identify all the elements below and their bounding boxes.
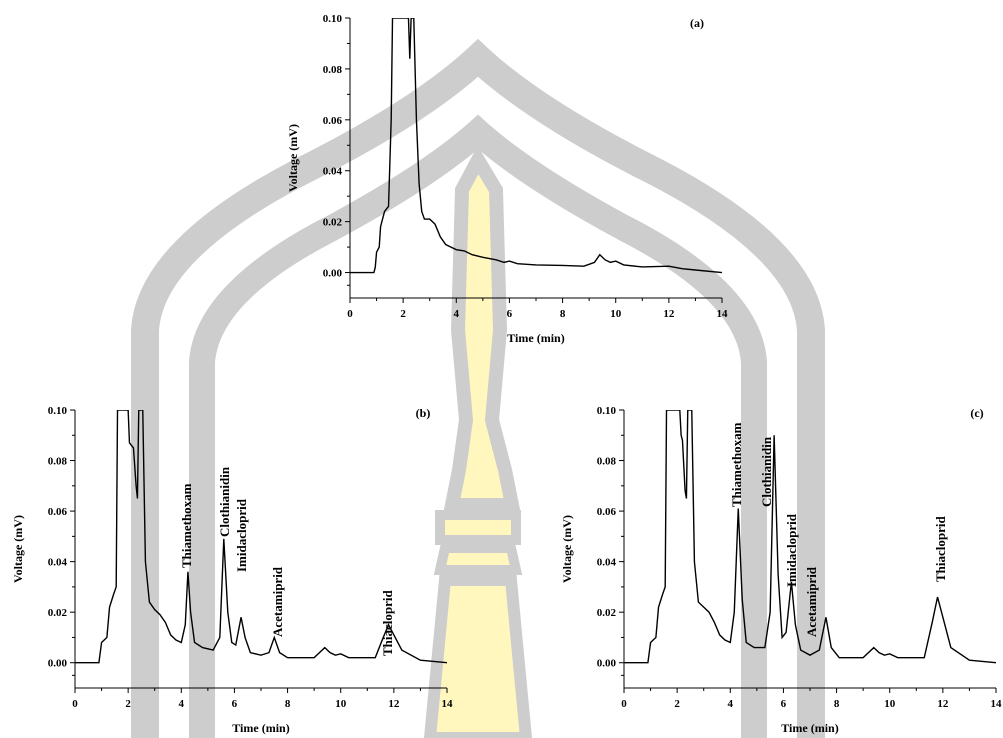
y-tick-label: 0.08 [323,64,343,76]
x-tick-label: 8 [560,308,566,320]
x-tick-label: 2 [400,308,406,320]
y-tick-label: 0.00 [323,268,343,280]
x-tick-label: 4 [728,698,734,710]
chart-panel: 0.00 0.02 0.04 0.06 0.08 0.10 0 2 4 6 8 10 12 14 Time … [560,405,1002,735]
x-tick-label: 14 [717,308,729,320]
x-tick-label: 4 [179,698,185,710]
x-tick-label: 6 [507,308,513,320]
y-axis-label: Voltage (mV) [11,515,25,583]
panel-title: (c) [970,406,983,420]
y-tick-label: 0.02 [323,217,343,229]
x-tick-label: 6 [232,698,238,710]
x-tick-label: 12 [663,308,675,320]
peak-label: Imidacloprid [234,498,249,572]
peak-label: Thiacloprid [380,589,395,656]
y-tick-label: 0.10 [48,405,68,417]
peak-label: Clothianidin [759,436,774,507]
x-tick-label: 12 [388,698,400,710]
chromatogram-line [350,18,722,273]
x-tick-label: 8 [834,698,840,710]
peak-label: Thiamethoxam [179,483,194,568]
x-tick-label: 14 [991,698,1003,710]
y-tick-label: 0.10 [597,405,617,417]
x-tick-label: 2 [674,698,680,710]
y-tick-label: 0.10 [323,13,343,25]
figure: 0.00 0.02 0.04 0.06 0.08 0.10 0 2 4 6 8 10 12 14 Time … [0,0,1003,738]
y-tick-label: 0.08 [597,456,617,468]
x-tick-label: 6 [781,698,787,710]
peak-label: Thiacloprid [933,515,948,582]
x-tick-label: 0 [72,698,78,710]
y-tick-label: 0.02 [597,607,617,619]
x-tick-label: 10 [335,698,347,710]
x-tick-label: 2 [125,698,131,710]
y-tick-label: 0.00 [597,658,617,670]
chart-panel: 0.00 0.02 0.04 0.06 0.08 0.10 0 2 4 6 8 10 12 14 Time … [11,405,453,735]
y-tick-label: 0.06 [48,506,68,518]
x-tick-label: 10 [610,308,622,320]
x-tick-label: 10 [884,698,896,710]
peak-label: Clothianidin [217,466,232,537]
y-tick-label: 0.00 [48,658,68,670]
y-axis-label: Voltage (mV) [560,515,574,583]
y-tick-label: 0.04 [323,166,343,178]
x-tick-label: 0 [621,698,627,710]
x-tick-label: 14 [442,698,454,710]
y-tick-label: 0.02 [48,607,68,619]
x-axis-label: Time (min) [232,721,289,735]
panel-title: (a) [690,16,704,30]
x-tick-label: 12 [937,698,949,710]
x-tick-label: 4 [454,308,460,320]
page: {"chart_data": [ {"type": "line", "title… [0,0,1003,738]
y-tick-label: 0.06 [597,506,617,518]
y-axis-label: Voltage (mV) [286,124,300,192]
x-axis-label: Time (min) [781,721,838,735]
y-tick-label: 0.04 [597,557,617,569]
peak-label: Imidacloprid [784,513,799,587]
y-tick-label: 0.08 [48,456,68,468]
peak-label: Acetamiprid [270,566,285,637]
panel-title: (b) [416,406,431,420]
peak-label: Thiamethoxam [729,422,744,507]
x-tick-label: 8 [285,698,291,710]
y-tick-label: 0.04 [48,557,68,569]
x-tick-label: 0 [347,308,353,320]
peak-label: Acetamiprid [804,566,819,637]
y-tick-label: 0.06 [323,115,343,127]
x-axis-label: Time (min) [507,331,564,345]
